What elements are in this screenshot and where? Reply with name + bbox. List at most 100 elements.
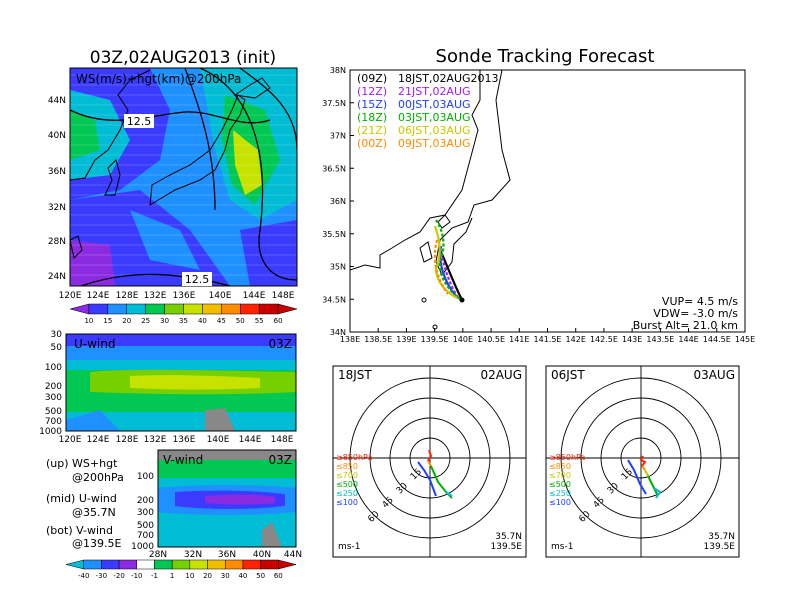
colorbar-cell xyxy=(136,559,155,570)
lon-tick: 140E xyxy=(209,291,232,301)
launch-local: 18JST,02AUG2013 xyxy=(398,72,499,85)
colorbar-tick: -10 xyxy=(131,572,142,580)
legend-line: (bot) V-wind xyxy=(46,524,113,537)
lat-tick: 36.5N xyxy=(322,164,346,173)
plevel-legend: ≤250 xyxy=(549,489,571,498)
ws-lat-ticks: 44N 40N 36N 32N 28N 24N xyxy=(48,96,66,282)
lon-tick: 148E xyxy=(272,291,295,301)
colorbar-cell xyxy=(154,559,173,570)
launch-utc: (18Z) xyxy=(357,111,387,124)
flight-info: VUP= 4.5 m/s VDW= -3.0 m/s Burst Alt= 21… xyxy=(633,295,739,332)
plevel-legend: ≥850hPa xyxy=(549,453,586,462)
colorbar-tick: -20 xyxy=(113,572,124,580)
u-p-ticks: 30 50 100 200 300 500 700 1000 xyxy=(39,330,62,437)
ws-field-region xyxy=(240,220,297,286)
p-tick: 300 xyxy=(45,393,62,403)
lat-tick: 37.5N xyxy=(322,99,346,108)
hodo-lon: 139.5E xyxy=(704,542,736,552)
legend-line: @200hPa xyxy=(72,471,124,484)
p-tick: 200 xyxy=(137,496,154,506)
launch-local: 00JST,03AUG xyxy=(398,98,471,111)
u-field-region xyxy=(66,360,296,370)
launch-utc: (09Z) xyxy=(357,72,387,85)
lon-tick: 136E xyxy=(173,291,196,301)
colorbar-cell xyxy=(107,303,128,315)
hodograph-trace xyxy=(627,459,647,495)
colorbar-tick: 60 xyxy=(274,317,283,325)
lon-tick: 120E xyxy=(59,291,82,301)
colorbar-cell xyxy=(83,559,102,570)
p-tick: 500 xyxy=(137,521,154,531)
v-terrain xyxy=(158,450,296,460)
colorbar-cell xyxy=(202,303,222,315)
ws-hatching xyxy=(70,74,297,276)
lon-tick: 132E xyxy=(144,291,167,301)
colorbar-cell xyxy=(277,303,298,315)
colorbar-cell xyxy=(240,303,260,315)
lon-tick: 128E xyxy=(116,435,139,445)
lon-tick: 128E xyxy=(116,291,139,301)
lon-tick: 144E xyxy=(243,291,266,301)
v-wind-panel: V-wind 03Z 100 200 300 500 700 1000 28N … xyxy=(131,449,302,560)
colorbar-cell xyxy=(126,303,146,315)
colorbar-tick: 20 xyxy=(122,317,131,325)
plevel-legend: ≤100 xyxy=(549,498,571,507)
colorbar-tick: 40 xyxy=(198,317,207,325)
colorbar-tick: -30 xyxy=(96,572,107,580)
p-tick: 500 xyxy=(45,407,62,417)
colorbar-tick: 20 xyxy=(203,572,212,580)
lat-tick: 44N xyxy=(48,96,66,106)
lon-tick: 139.5E xyxy=(421,335,449,344)
colorbar-tick: 30 xyxy=(221,572,230,580)
v-label: V-wind xyxy=(163,453,203,467)
launch-local: 06JST,03AUG xyxy=(398,124,471,137)
u-field-region xyxy=(66,412,296,431)
p-tick: 200 xyxy=(45,382,62,392)
u-field-region xyxy=(130,375,260,390)
hodo-unit: ms-1 xyxy=(338,542,360,552)
ws-field-region xyxy=(70,110,100,160)
plevel-legend: ≤850 xyxy=(336,462,358,471)
wind-colorbar: -40 -30 -20 -10 -1 1 10 20 30 40 50 60 xyxy=(65,559,297,580)
launch-utc: (21Z) xyxy=(357,124,387,137)
hodograph-trace xyxy=(644,469,649,477)
hodograph-trace xyxy=(445,491,453,497)
hodograph-trace xyxy=(427,460,432,467)
lon-tick: 145E xyxy=(735,335,755,344)
burst-alt-text: Burst Alt= 21.0 km xyxy=(633,319,738,332)
lat-tick: 38N xyxy=(330,66,346,75)
lat-tick: 36N xyxy=(330,197,346,206)
legend-line: (up) WS+hgt xyxy=(46,457,118,470)
lat-tick: 35N xyxy=(330,263,346,272)
plevel-legend: ≤700 xyxy=(549,471,571,480)
lon-tick: 124E xyxy=(87,291,110,301)
u-frame xyxy=(65,333,297,432)
hodo-lat: 35.7N xyxy=(495,532,522,542)
lon-tick: 142.5E xyxy=(590,335,618,344)
launch-local: 21JST,02AUG xyxy=(398,85,471,98)
lon-tick: 148E xyxy=(271,435,294,445)
landing-point xyxy=(459,297,465,303)
lon-tick: 144E xyxy=(239,435,262,445)
lon-tick: 132E xyxy=(144,435,167,445)
u-lon-ticks: 120E 124E 128E 132E 136E 140E 144E 148E xyxy=(59,435,294,445)
lon-tick: 141E xyxy=(509,335,529,344)
plevel-legend: ≤850 xyxy=(549,462,571,471)
hodograph-trace xyxy=(639,455,647,467)
ws-colorbar: 10 15 20 25 30 35 40 45 50 55 60 xyxy=(69,303,298,325)
lon-tick: 124E xyxy=(87,435,110,445)
track-background xyxy=(350,70,745,332)
lat-tick: 24N xyxy=(48,272,66,282)
plevel-legend: ≤100 xyxy=(336,498,358,507)
plevel-legend: ≤250 xyxy=(336,489,358,498)
v-field-region xyxy=(205,494,275,505)
u-label: U-wind xyxy=(74,337,115,351)
vdw-text: VDW= -3.0 m/s xyxy=(653,307,738,320)
colorbar-cell xyxy=(224,559,244,570)
p-tick: 700 xyxy=(137,531,154,541)
hodo-unit: ms-1 xyxy=(551,542,573,552)
colorbar-cell xyxy=(88,303,109,315)
colorbar-cell xyxy=(101,559,120,570)
